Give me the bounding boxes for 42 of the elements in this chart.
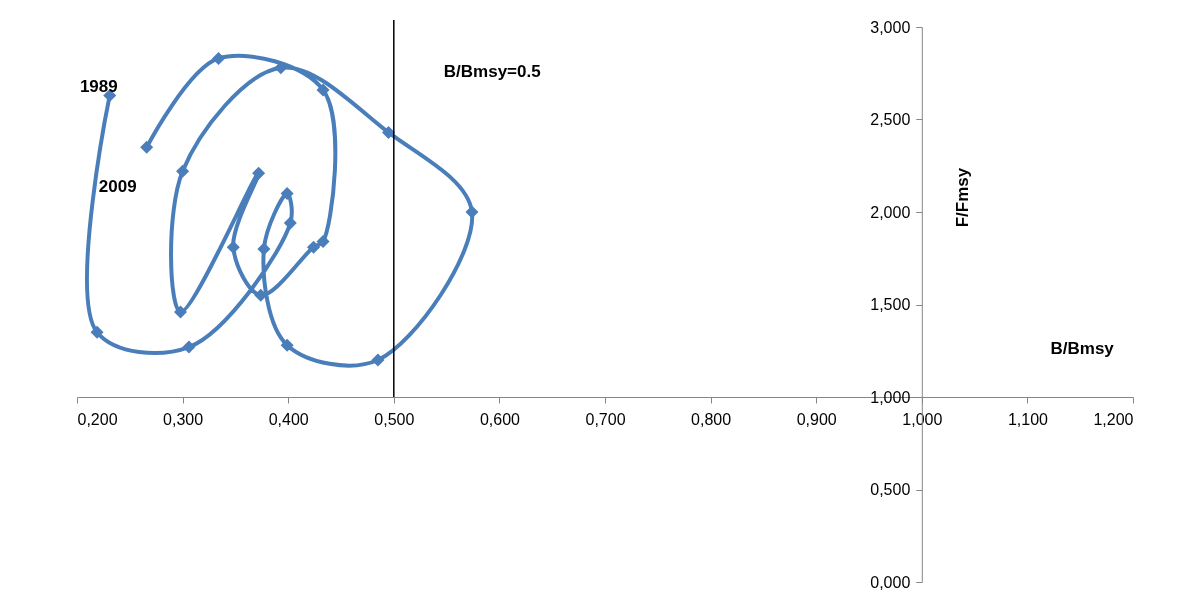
annotation: 2009 xyxy=(98,177,137,197)
point xyxy=(316,83,330,97)
point xyxy=(274,61,288,75)
point xyxy=(382,125,396,139)
x-tick-label: 0,500 xyxy=(374,410,415,428)
point xyxy=(173,305,188,319)
point xyxy=(176,164,190,178)
x-axis-title: B/Bmsy xyxy=(1050,338,1115,358)
y-tick-label: 2,000 xyxy=(870,203,911,221)
x-tick-label: 1,200 xyxy=(1093,410,1134,428)
point xyxy=(316,235,330,249)
point xyxy=(307,240,321,254)
x-tick-label: 0,700 xyxy=(585,410,626,428)
point xyxy=(283,216,297,230)
point xyxy=(257,242,271,256)
point xyxy=(252,166,266,180)
x-tick-label: 0,900 xyxy=(796,410,837,428)
x-tick-label: 0,600 xyxy=(479,410,521,428)
point xyxy=(371,353,385,367)
x-tick-label: 0,800 xyxy=(691,410,732,428)
x-tick-label: 0,200 xyxy=(77,410,118,428)
x-tick-label: 1,100 xyxy=(1007,410,1049,428)
annotation: 1989 xyxy=(79,77,118,97)
point xyxy=(226,240,240,254)
y-tick-label: 2,500 xyxy=(870,111,911,128)
point xyxy=(211,51,226,65)
point xyxy=(140,140,154,154)
point xyxy=(280,338,294,352)
y-tick-label: 3,000 xyxy=(870,18,911,36)
x-tick-label: 0,400 xyxy=(268,410,309,428)
y-axis-title: F/Fmsy xyxy=(953,167,973,228)
x-tick-label: 1,000 xyxy=(902,410,943,428)
point xyxy=(280,186,294,201)
point xyxy=(465,205,479,219)
x-tick-label: 0,300 xyxy=(163,410,204,428)
y-tick-label: 0,500 xyxy=(870,481,911,498)
y-tick-label: 1,000 xyxy=(870,388,911,406)
point xyxy=(90,325,104,339)
y-tick-label: 1,500 xyxy=(870,296,911,313)
ref-line-label: B/Bmsy=0.5 xyxy=(443,62,541,81)
y-tick-label: 0,000 xyxy=(870,573,911,591)
point xyxy=(182,340,196,354)
